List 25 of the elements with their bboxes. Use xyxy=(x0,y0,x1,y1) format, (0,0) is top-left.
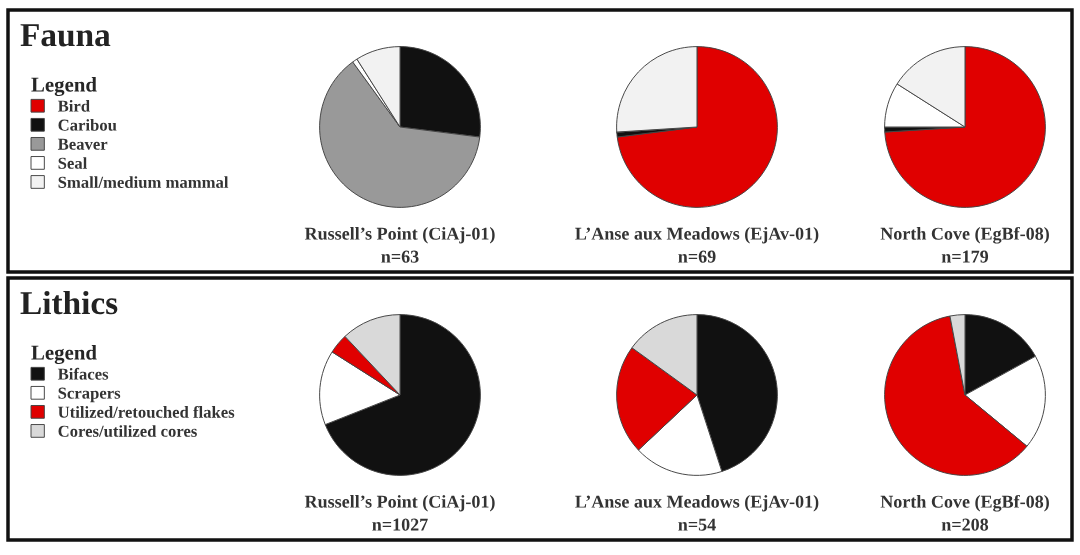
text: n=69 xyxy=(678,250,716,263)
legend-title: Legend xyxy=(31,77,97,97)
legend-label: Seal xyxy=(58,157,88,169)
chart-title: Lithics xyxy=(20,290,118,315)
legend-label: Small/medium mammal xyxy=(58,176,229,188)
slice-label: North Cove (EgBf-08) xyxy=(880,226,1049,244)
text: n=1027 xyxy=(372,518,428,531)
legend-label: Bifaces xyxy=(57,367,109,380)
slice-label: North Cove (EgBf-08) xyxy=(880,494,1049,512)
legend-label: Utilized/retouched flakes xyxy=(58,405,235,418)
slice-label: L’Anse aux Meadows (EjAv-01) xyxy=(575,495,819,512)
slice-label: Russell’s Point (CiAj-01) xyxy=(304,495,495,512)
legend-label: Cores/utilized cores xyxy=(58,425,197,437)
text: n=54 xyxy=(678,518,716,531)
text: n=179 xyxy=(941,250,989,263)
text: n=63 xyxy=(381,250,419,263)
legend-label: Beaver xyxy=(57,138,108,150)
legend-label: Scrapers xyxy=(58,387,121,403)
text: n=208 xyxy=(941,518,989,531)
legend-title: Legend xyxy=(31,345,97,365)
slice-label: L’Anse aux Meadows (EjAv-01) xyxy=(575,227,819,244)
legend-label: Bird xyxy=(57,99,90,112)
legend-label: Caribou xyxy=(58,119,117,131)
slice-label: Russell’s Point (CiAj-01) xyxy=(304,227,495,244)
chart-title: Fauna xyxy=(20,24,111,47)
